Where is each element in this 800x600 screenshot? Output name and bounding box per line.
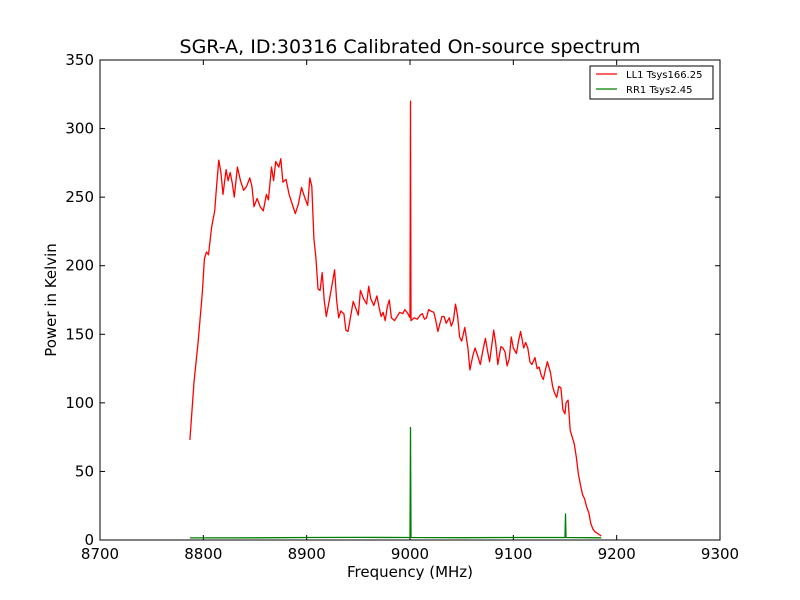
y-axis-label: Power in Kelvin — [42, 243, 60, 357]
legend: LL1 Tsys166.25 RR1 Tsys2.45 — [589, 65, 714, 100]
y-tick-label: 100 — [65, 394, 94, 412]
x-tick-label: 8800 — [184, 545, 222, 563]
y-tick-label: 200 — [65, 257, 94, 275]
y-axis: 0 50 100 150 200 250 300 350 — [65, 51, 720, 549]
x-tick-label: 9100 — [494, 545, 532, 563]
y-tick-label: 50 — [75, 462, 94, 480]
y-tick-label: 250 — [65, 188, 94, 206]
x-tick-label: 9000 — [391, 545, 429, 563]
x-tick-label: 9200 — [598, 545, 636, 563]
y-tick-label: 350 — [65, 51, 94, 69]
chart-title: SGR-A, ID:30316 Calibrated On-source spe… — [180, 36, 641, 58]
y-tick-label: 150 — [65, 325, 94, 343]
series-layer — [189, 100, 602, 539]
x-tick-label: 8900 — [288, 545, 326, 563]
y-tick-label: 0 — [84, 531, 94, 549]
x-tick-label: 9300 — [701, 545, 739, 563]
legend-box — [589, 65, 714, 100]
y-tick-label: 300 — [65, 120, 94, 138]
series-line — [189, 100, 602, 537]
legend-label: LL1 Tsys166.25 — [626, 70, 702, 81]
x-axis-label: Frequency (MHz) — [347, 563, 473, 581]
legend-label: RR1 Tsys2.45 — [626, 85, 693, 96]
x-tick-label: 8700 — [81, 545, 119, 563]
series-line — [189, 426, 602, 539]
x-axis: 8700 8800 8900 9000 9100 9200 9300 — [81, 60, 739, 563]
